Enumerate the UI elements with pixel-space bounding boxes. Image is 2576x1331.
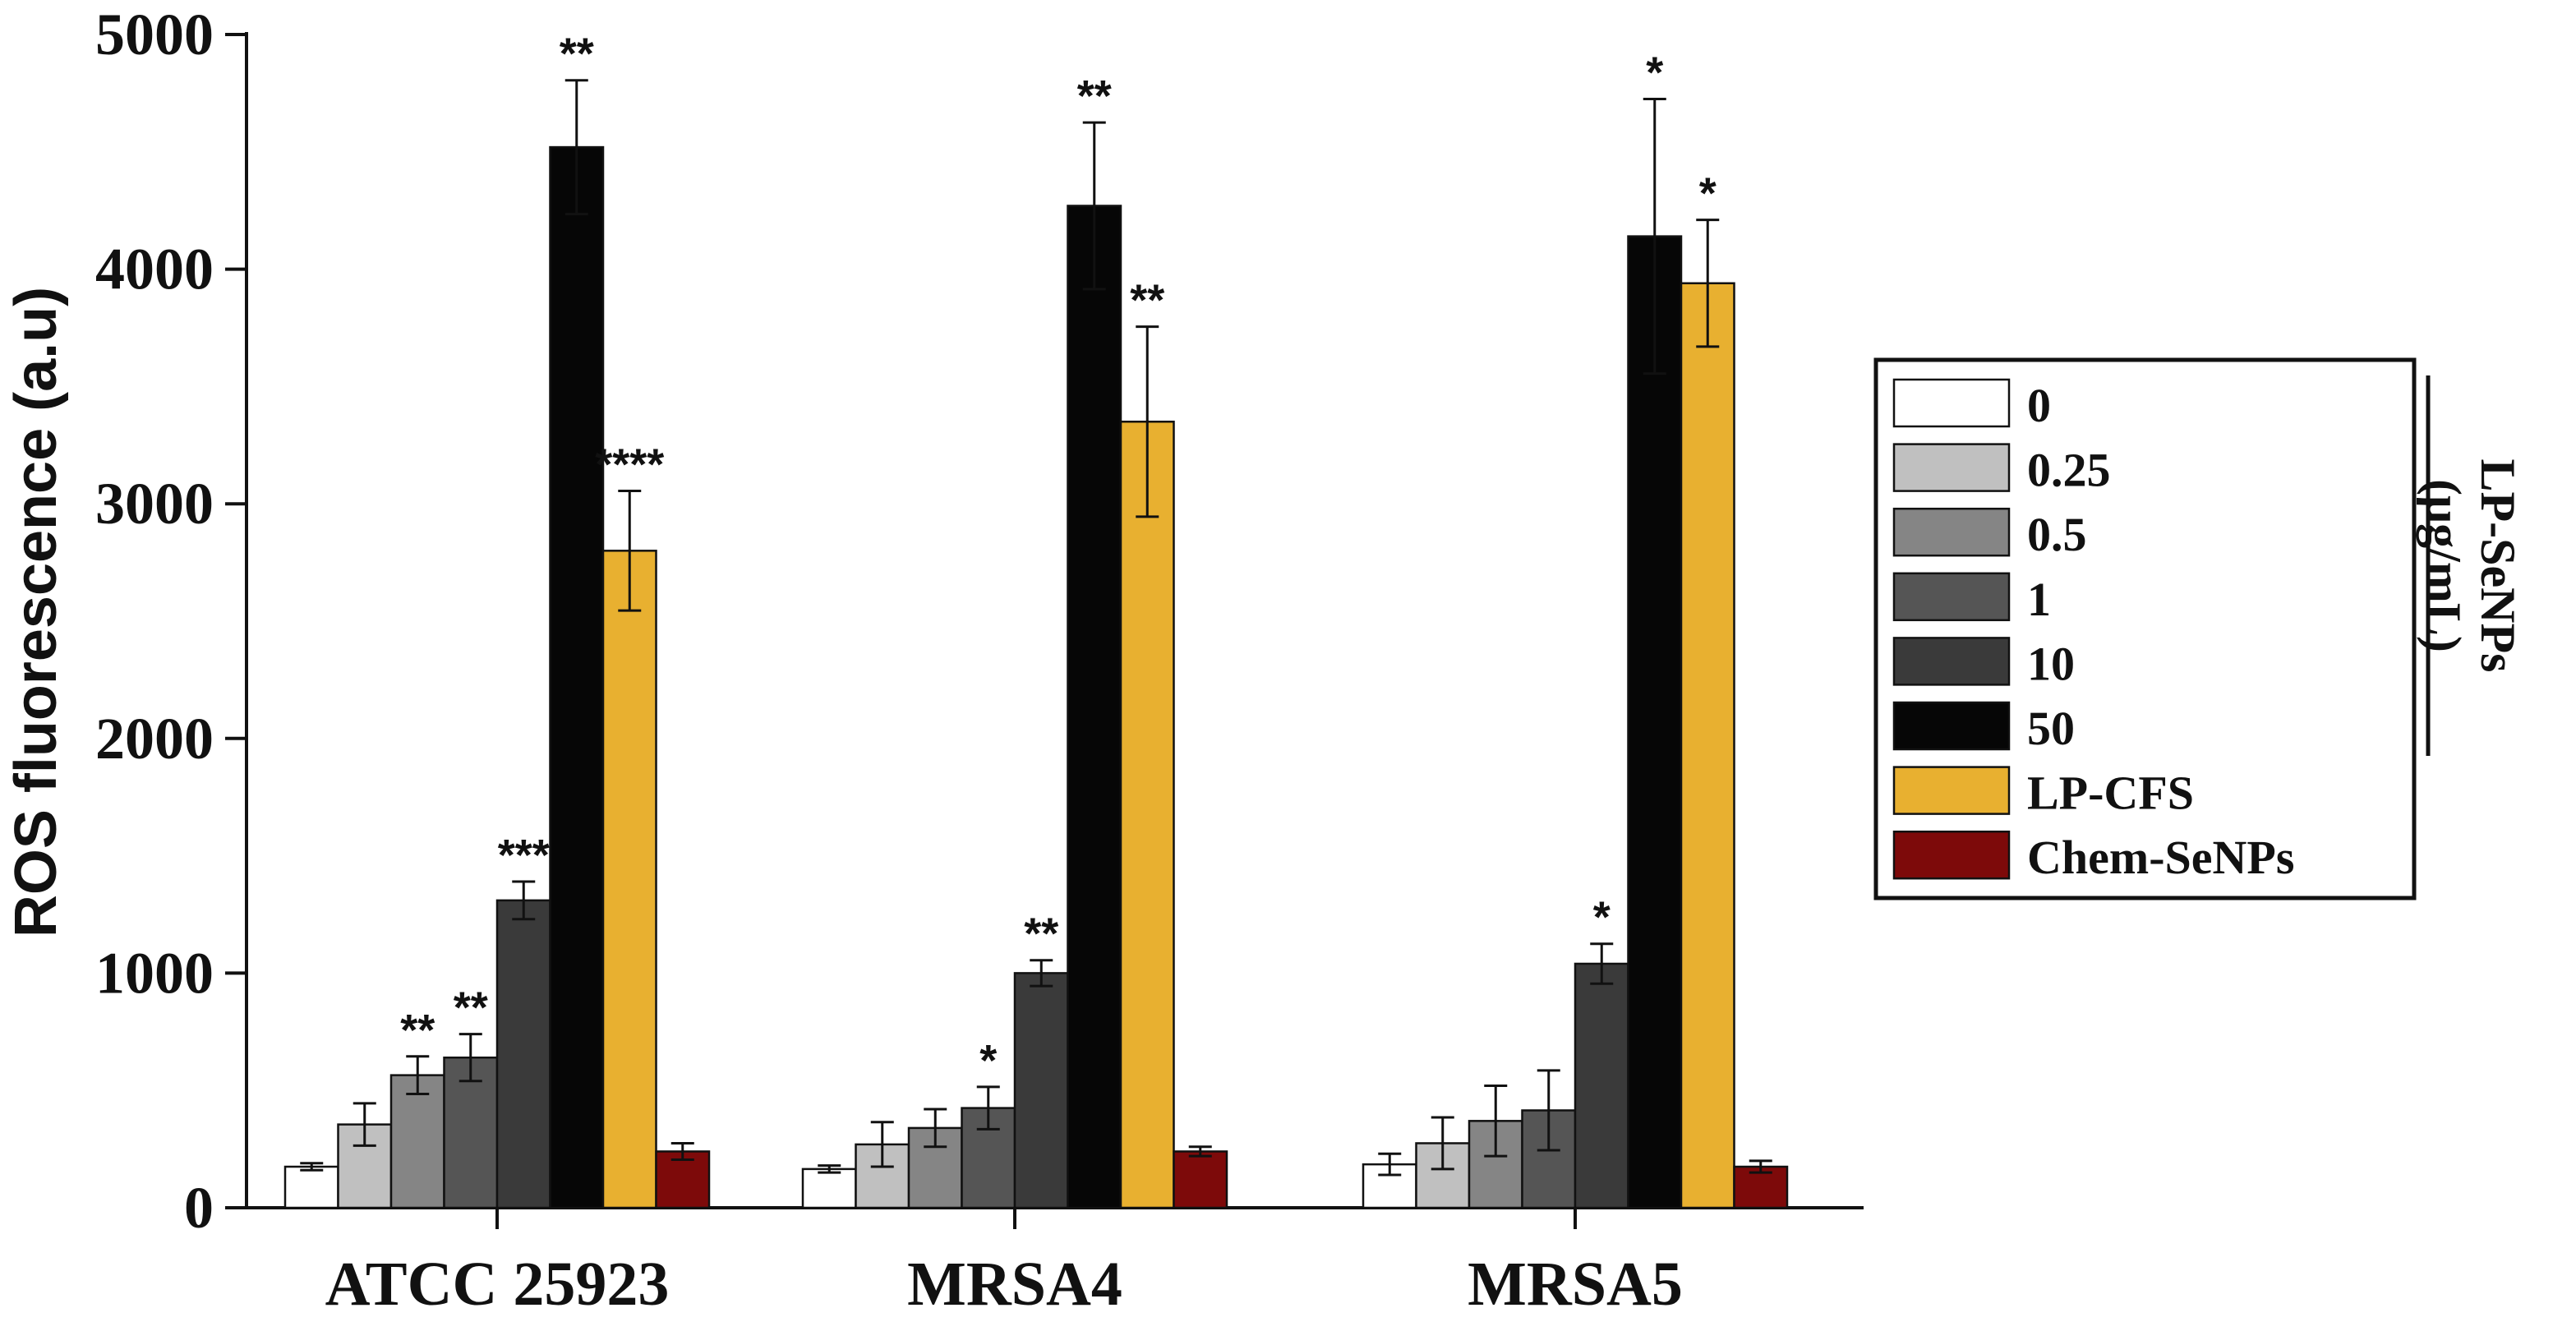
x-category-label: ATCC 25923	[325, 1250, 670, 1319]
legend-label: Chem-SeNPs	[2027, 831, 2294, 884]
significance-label: **	[1130, 276, 1164, 325]
y-tick-label: 2000	[95, 706, 214, 771]
legend: 0 0.25 0.5 1 10 50 LP-CFS Chem-SeNPs LP-SeNPs(μg…	[1873, 357, 2525, 900]
axes: 0 1000 2000 3000 4000 5000 ATCC 25923 MRSA4 MRSA…	[95, 2, 1864, 1319]
bar	[801, 1168, 857, 1209]
y-axis-title-group: ROS fluorescence (a.u)	[3, 287, 69, 937]
legend-group-title-line: (μg/mL)	[2417, 479, 2471, 652]
significance-label: **	[1077, 71, 1112, 121]
bar	[1067, 205, 1122, 1209]
significance-label: **	[454, 983, 488, 1033]
significance-label: *	[1593, 893, 1611, 942]
x-category-label: MRSA5	[1468, 1250, 1683, 1319]
y-axis-title: ROS fluorescence (a.u)	[3, 287, 69, 937]
legend-label: LP-CFS	[2027, 767, 2194, 820]
bar	[549, 145, 605, 1209]
legend-swatch	[1892, 507, 2011, 557]
bar	[283, 1165, 339, 1209]
bar	[495, 899, 551, 1209]
legend-swatch	[1892, 637, 2011, 686]
legend-label: 50	[2027, 702, 2075, 755]
legend-label: 1	[2027, 573, 2051, 626]
bar	[1627, 235, 1683, 1209]
legend-swatch	[1892, 701, 2011, 751]
significance-label: **	[560, 30, 594, 79]
bar	[1173, 1150, 1228, 1209]
legend-group-title: LP-SeNPs(μg/mL)	[2417, 459, 2525, 673]
legend-swatch	[1892, 572, 2011, 622]
legend-group-title-line: LP-SeNPs	[2471, 459, 2525, 673]
bar	[1119, 420, 1175, 1209]
bars: ** *********************	[283, 30, 1789, 1209]
legend-label: 0.25	[2027, 444, 2111, 497]
legend-swatch	[1892, 766, 2011, 815]
legend-label: 10	[2027, 637, 2075, 690]
legend-label: 0	[2027, 379, 2051, 432]
significance-label: ****	[595, 440, 664, 489]
significance-label: *	[979, 1036, 997, 1085]
significance-label: **	[1024, 910, 1058, 959]
bar	[1013, 972, 1069, 1209]
y-tick-label: 1000	[95, 940, 214, 1006]
legend-label: 0.5	[2027, 508, 2087, 561]
y-tick-label: 0	[184, 1175, 214, 1241]
bar	[1680, 282, 1735, 1209]
legend-swatch	[1892, 378, 2011, 428]
y-tick-label: 5000	[95, 2, 214, 67]
significance-label: **	[400, 1006, 435, 1055]
bar	[1574, 962, 1629, 1209]
significance-label: ***	[498, 831, 550, 880]
y-tick-label: 3000	[95, 471, 214, 537]
x-category-label: MRSA4	[907, 1250, 1122, 1319]
legend-swatch	[1892, 443, 2011, 492]
bar	[601, 550, 657, 1209]
legend-swatch	[1892, 830, 2011, 880]
y-tick-label: 4000	[95, 237, 214, 302]
bar	[443, 1056, 499, 1209]
significance-label: *	[1699, 169, 1717, 219]
significance-label: *	[1646, 48, 1663, 98]
